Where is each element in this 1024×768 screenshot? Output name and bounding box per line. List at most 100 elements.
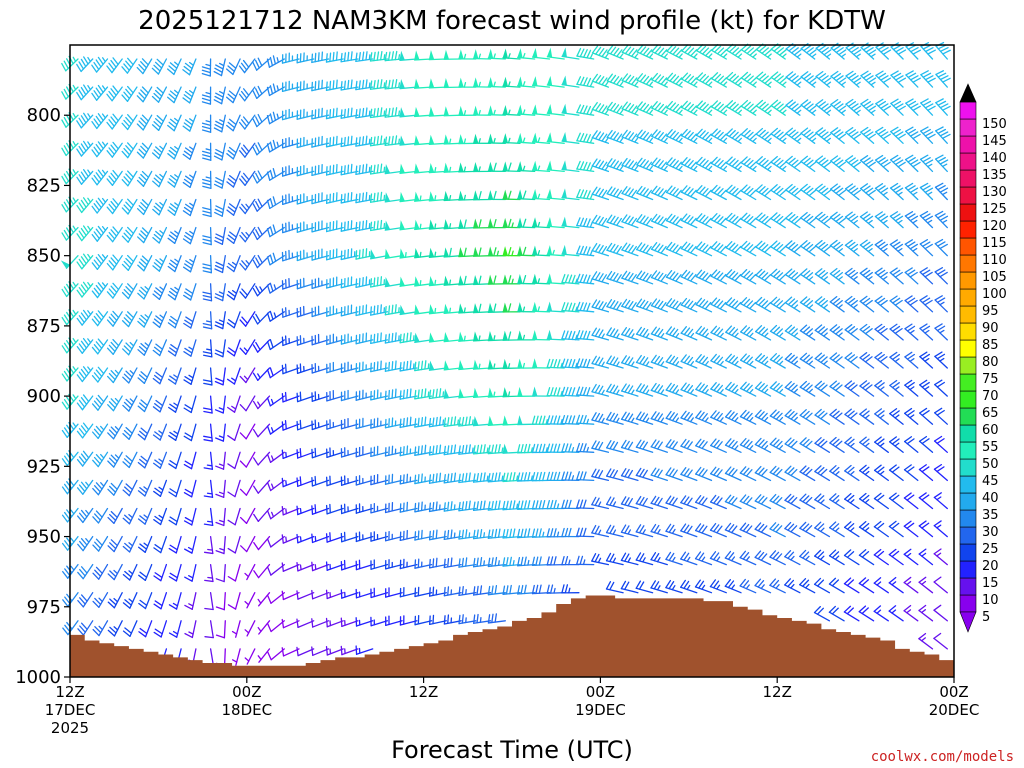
wind-barb bbox=[121, 254, 138, 271]
wind-barb bbox=[183, 507, 197, 526]
wind-barb bbox=[754, 465, 772, 482]
wind-barb bbox=[890, 126, 906, 144]
wind-barb bbox=[168, 507, 182, 526]
wind-barb bbox=[621, 186, 639, 201]
wind-barb bbox=[355, 588, 374, 599]
wind-barb bbox=[311, 533, 330, 544]
wind-barb bbox=[472, 133, 492, 144]
y-tick-label: 925 bbox=[27, 456, 61, 477]
wind-barb bbox=[680, 382, 698, 397]
wind-barb bbox=[384, 445, 403, 457]
wind-barb bbox=[576, 555, 595, 566]
wind-barb bbox=[340, 333, 359, 345]
wind-barb bbox=[244, 620, 256, 637]
wind-barb bbox=[92, 535, 109, 552]
wind-barb bbox=[873, 548, 889, 566]
wind-barb bbox=[724, 579, 742, 594]
wind-barb bbox=[202, 198, 212, 218]
wind-barb bbox=[168, 592, 182, 610]
terrain-layer bbox=[70, 595, 954, 677]
wind-barb bbox=[227, 479, 241, 498]
colorbar-swatch bbox=[959, 560, 977, 579]
wind-barb bbox=[202, 395, 213, 414]
wind-barb bbox=[576, 217, 595, 229]
wind-barb bbox=[546, 415, 565, 425]
wind-barb bbox=[919, 351, 934, 369]
wind-barb bbox=[252, 85, 271, 100]
wind-barb bbox=[107, 451, 123, 468]
wind-barb bbox=[106, 169, 123, 186]
wind-barb bbox=[890, 154, 906, 173]
wind-barb bbox=[665, 579, 683, 594]
colorbar-swatch bbox=[959, 271, 977, 290]
colorbar-label: 80 bbox=[982, 355, 999, 370]
wind-barb bbox=[384, 135, 403, 147]
wind-barb bbox=[859, 380, 875, 397]
wind-barb bbox=[919, 267, 934, 285]
wind-barb bbox=[443, 614, 462, 625]
wind-barb bbox=[785, 212, 802, 229]
wind-barb bbox=[414, 304, 433, 315]
wind-barb bbox=[769, 381, 786, 397]
x-tick-label: 12Z bbox=[55, 683, 84, 701]
wind-barb bbox=[384, 163, 403, 175]
wind-barb bbox=[591, 271, 610, 285]
wind-barb bbox=[561, 471, 580, 482]
wind-barb bbox=[739, 409, 757, 425]
wind-barb bbox=[340, 475, 359, 486]
wind-barb bbox=[650, 467, 668, 482]
wind-barb bbox=[231, 648, 241, 667]
wind-barb bbox=[621, 270, 639, 285]
wind-barb bbox=[311, 305, 330, 318]
wind-barb bbox=[755, 43, 772, 60]
wind-barb bbox=[253, 563, 271, 579]
wind-barb bbox=[370, 445, 389, 458]
wind-barb bbox=[296, 80, 315, 92]
wind-barb bbox=[107, 592, 123, 609]
wind-barb bbox=[680, 438, 698, 453]
wind-barb bbox=[355, 503, 374, 514]
colorbar-swatch bbox=[959, 169, 977, 188]
wind-barb bbox=[576, 499, 595, 510]
wind-barb bbox=[591, 524, 610, 538]
wind-barb bbox=[473, 613, 492, 624]
wind-barb bbox=[739, 353, 757, 369]
wind-barb bbox=[107, 620, 123, 637]
wind-barb bbox=[340, 361, 359, 373]
wind-barb bbox=[203, 507, 214, 527]
wind-barb bbox=[709, 494, 727, 510]
wind-barb bbox=[414, 473, 433, 485]
wind-barb bbox=[739, 381, 757, 397]
wind-barb bbox=[576, 132, 595, 144]
wind-barb bbox=[239, 451, 256, 468]
wind-barb bbox=[517, 500, 536, 510]
wind-barb bbox=[183, 395, 197, 414]
wind-barb bbox=[311, 333, 330, 346]
wind-barb bbox=[215, 535, 226, 555]
wind-barb bbox=[214, 395, 226, 414]
wind-barb bbox=[829, 436, 845, 453]
wind-barb bbox=[591, 299, 610, 313]
wind-barb bbox=[695, 466, 713, 482]
wind-barb bbox=[472, 500, 492, 512]
wind-barb bbox=[517, 302, 536, 313]
colorbar-label: 20 bbox=[982, 559, 999, 574]
wind-barb bbox=[621, 73, 639, 88]
colorbar-label: 55 bbox=[982, 440, 999, 455]
wind-barb bbox=[428, 332, 447, 343]
wind-barb bbox=[710, 156, 728, 173]
wind-barb bbox=[769, 522, 786, 538]
colorbar-label: 45 bbox=[982, 474, 999, 489]
wind-barb bbox=[414, 388, 433, 400]
wind-barb bbox=[606, 468, 624, 482]
wind-barb bbox=[153, 620, 168, 638]
wind-barb bbox=[239, 479, 256, 496]
wind-barb bbox=[709, 522, 727, 538]
wind-barb bbox=[785, 99, 802, 116]
wind-barb bbox=[472, 444, 492, 455]
wind-barb bbox=[769, 550, 786, 566]
wind-barb bbox=[266, 196, 285, 210]
wind-barb bbox=[138, 592, 153, 610]
wind-barb bbox=[680, 495, 698, 510]
wind-barb bbox=[266, 139, 285, 153]
